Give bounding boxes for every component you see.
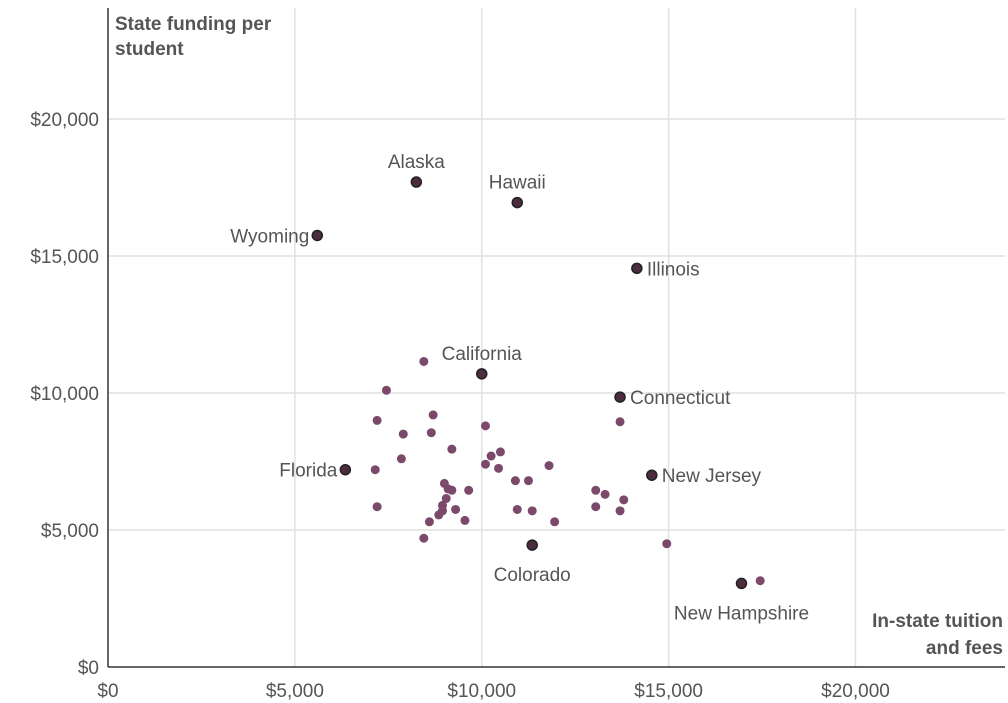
data-point: [494, 463, 504, 473]
data-point: [600, 489, 610, 499]
highlighted-point: [476, 368, 488, 380]
data-point: [424, 517, 434, 527]
y-tick-label: $0: [78, 658, 99, 679]
axes: [107, 8, 1005, 668]
x-tick-label: $5,000: [266, 681, 324, 702]
y-axis-title: State funding per: [115, 14, 272, 35]
data-point: [512, 504, 522, 514]
data-point: [434, 510, 444, 520]
data-point: [447, 444, 457, 454]
point-label: Illinois: [647, 259, 700, 280]
tick-labels: $0 $5,000 $10,000 $15,000 $20,000 $0 $5,000 $10…: [30, 110, 890, 702]
data-point: [527, 506, 537, 516]
point-label: Colorado: [494, 565, 571, 586]
data-point: [441, 493, 451, 503]
data-point: [510, 476, 520, 486]
data-point: [591, 502, 601, 512]
data-point: [495, 447, 505, 457]
data-point: [447, 485, 457, 495]
y-tick-label: $15,000: [30, 247, 99, 268]
highlighted-point: [526, 539, 538, 551]
y-axis-title-line-2: student: [115, 39, 184, 60]
data-point: [428, 410, 438, 420]
point-label: Florida: [279, 461, 338, 482]
data-point: [419, 356, 429, 366]
data-point: [615, 417, 625, 427]
data-point: [615, 506, 625, 516]
y-tick-label: $5,000: [41, 521, 99, 542]
data-point: [398, 429, 408, 439]
data-point: [372, 415, 382, 425]
data-point: [396, 454, 406, 464]
point-label: Wyoming: [230, 226, 309, 247]
point-label: New Hampshire: [674, 603, 809, 624]
point-label: Alaska: [388, 152, 445, 173]
data-point: [480, 459, 490, 469]
data-point: [480, 421, 490, 431]
data-point: [755, 576, 765, 586]
highlighted-point: [631, 262, 643, 275]
data-point: [451, 504, 461, 514]
data-point: [464, 485, 474, 495]
x-tick-label: $20,000: [821, 681, 890, 702]
x-tick-label: $0: [97, 681, 118, 702]
data-point: [372, 502, 382, 512]
data-point: [486, 451, 496, 461]
data-point: [381, 385, 391, 395]
point-label: New Jersey: [662, 466, 762, 487]
highlighted-point: [646, 469, 658, 481]
data-points: [311, 176, 765, 590]
highlighted-point: [614, 391, 626, 403]
highlighted-point: [339, 463, 352, 476]
data-point: [550, 517, 560, 527]
highlighted-point: [511, 196, 524, 209]
data-point: [460, 515, 470, 525]
y-tick-label: $10,000: [30, 384, 99, 405]
highlighted-point: [311, 229, 324, 242]
data-point: [591, 485, 601, 495]
data-point: [419, 533, 429, 543]
x-tick-label: $15,000: [634, 681, 703, 702]
point-label: California: [442, 344, 523, 365]
data-point: [662, 539, 672, 549]
point-label: Hawaii: [489, 173, 546, 194]
x-axis-title-line-2: and fees: [926, 638, 1003, 659]
grid-lines: [108, 8, 1005, 667]
highlighted-point: [735, 577, 748, 590]
data-point: [370, 465, 380, 475]
point-label: Connecticut: [630, 388, 731, 409]
point-labels: Alaska Hawaii Wyoming Illinois California Con…: [230, 152, 809, 624]
data-point: [544, 461, 554, 471]
data-point: [619, 495, 629, 505]
x-tick-label: $10,000: [447, 681, 516, 702]
data-point: [426, 428, 436, 438]
y-tick-label: $20,000: [30, 110, 99, 131]
highlighted-point: [410, 176, 423, 188]
x-axis-title: In-state tuition: [872, 611, 1003, 632]
data-point: [523, 476, 533, 486]
